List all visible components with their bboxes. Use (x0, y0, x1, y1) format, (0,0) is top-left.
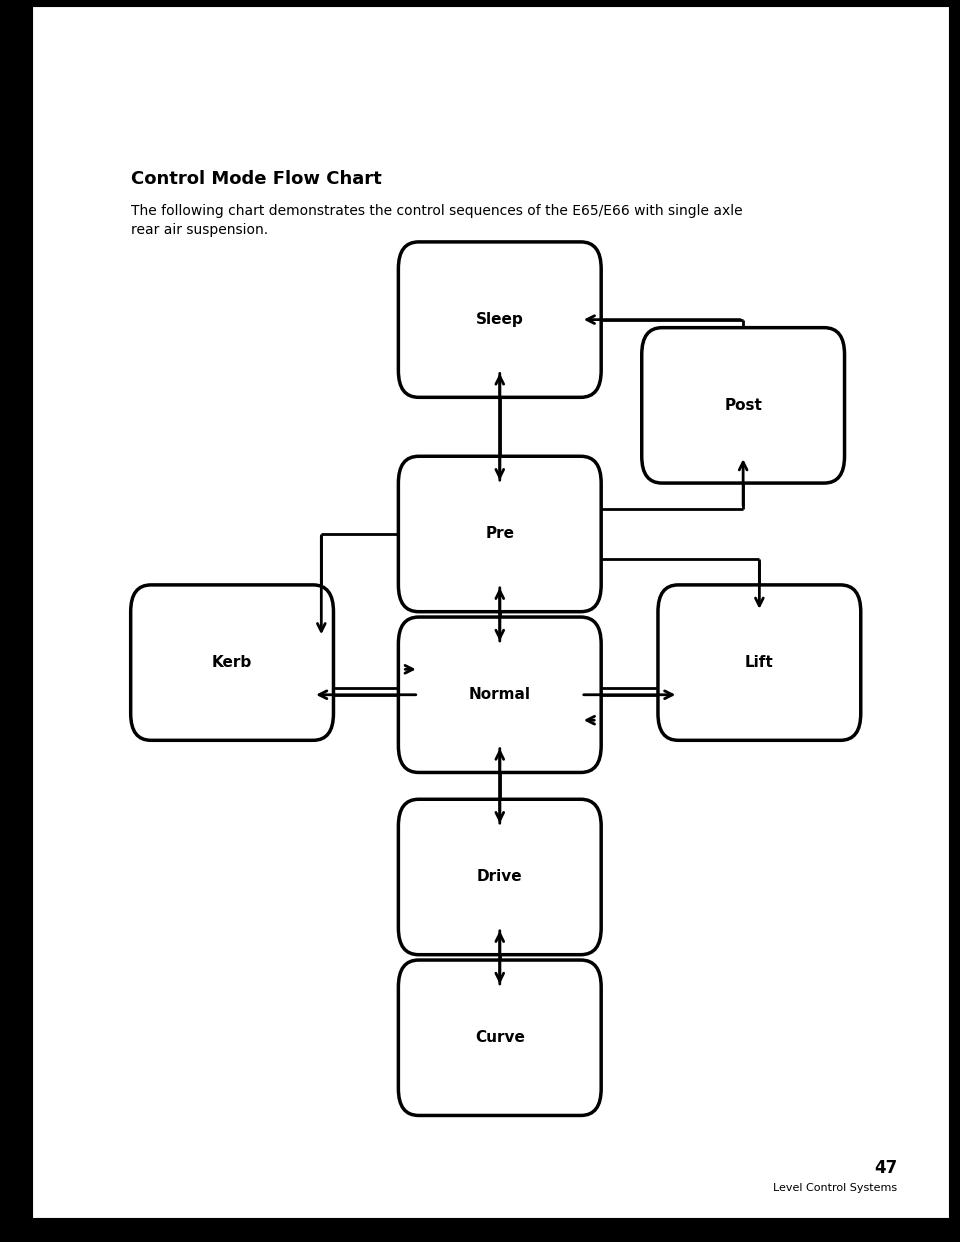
Text: Curve: Curve (475, 1031, 525, 1046)
Text: Level Control Systems: Level Control Systems (773, 1184, 898, 1194)
FancyBboxPatch shape (398, 456, 601, 612)
FancyBboxPatch shape (641, 328, 845, 483)
FancyBboxPatch shape (398, 960, 601, 1115)
Text: Sleep: Sleep (476, 312, 523, 327)
Text: Normal: Normal (468, 687, 531, 702)
Text: 47: 47 (874, 1159, 898, 1177)
Text: Drive: Drive (477, 869, 522, 884)
Text: Lift: Lift (745, 655, 774, 671)
Text: Kerb: Kerb (212, 655, 252, 671)
Text: The following chart demonstrates the control sequences of the E65/E66 with singl: The following chart demonstrates the con… (131, 204, 742, 237)
Text: Post: Post (724, 397, 762, 412)
FancyBboxPatch shape (131, 585, 333, 740)
FancyBboxPatch shape (658, 585, 861, 740)
FancyBboxPatch shape (398, 617, 601, 773)
Text: Control Mode Flow Chart: Control Mode Flow Chart (131, 170, 381, 188)
FancyBboxPatch shape (398, 242, 601, 397)
FancyBboxPatch shape (398, 800, 601, 955)
Text: Pre: Pre (485, 527, 515, 542)
